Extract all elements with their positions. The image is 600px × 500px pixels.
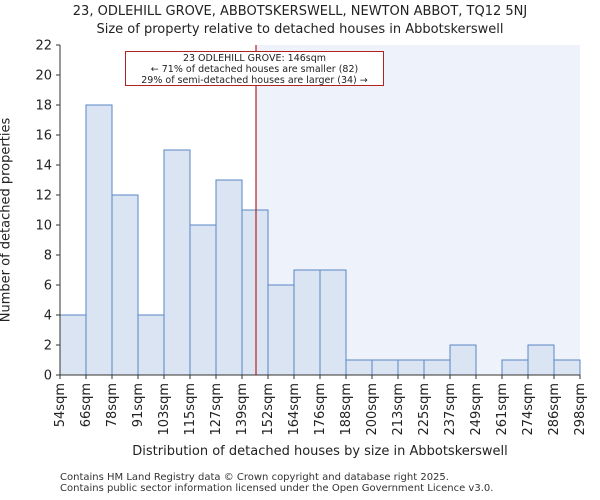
bar (137, 314, 165, 376)
x-tick-label: 298sqm (573, 383, 588, 436)
y-axis-label: Number of detached properties (0, 117, 14, 323)
y-tick-label: 12 (35, 189, 52, 204)
x-tick-label: 249sqm (469, 383, 484, 436)
x-tick-label: 164sqm (287, 383, 302, 436)
bar (423, 359, 451, 376)
y-tick-label: 18 (35, 99, 52, 114)
x-tick-label: 78sqm (105, 383, 120, 427)
y-tick-label: 16 (35, 129, 52, 144)
chart-title: 23, ODLEHILL GROVE, ABBOTSKERSWELL, NEWT… (72, 4, 528, 19)
y-tick-label: 6 (44, 279, 52, 294)
y-tick-label: 22 (35, 39, 52, 54)
x-tick-label: 225sqm (417, 383, 432, 436)
x-tick-label: 115sqm (183, 383, 198, 436)
bar (293, 269, 321, 376)
bar (85, 104, 113, 376)
bar (241, 209, 269, 376)
bar (111, 194, 139, 376)
x-tick-label: 127sqm (209, 383, 224, 436)
bar (267, 284, 295, 376)
x-axis-label: Distribution of detached houses by size … (132, 444, 508, 459)
axes: 0 2 4 6 8 10 12 14 16 18 20 22 54sqm 66sqm 78sqm 91sqm 1… (35, 39, 588, 436)
x-tick-label: 54sqm (53, 383, 68, 427)
x-tick-label: 176sqm (313, 383, 328, 436)
x-tick-label: 152sqm (261, 383, 276, 436)
bars (59, 104, 581, 376)
x-tick-label: 200sqm (365, 383, 380, 436)
bar (527, 344, 555, 376)
x-tick-label: 213sqm (391, 383, 406, 436)
bar (501, 359, 529, 376)
y-tick-label: 4 (44, 309, 52, 324)
y-tick-label: 10 (35, 219, 52, 234)
x-tick-label: 66sqm (79, 383, 94, 427)
bar (449, 344, 477, 376)
annotation-box: 23 ODLEHILL GROVE: 146sqm ← 71% of detac… (125, 51, 384, 86)
x-tick-label: 188sqm (339, 383, 354, 436)
footer-line-2: Contains public sector information licen… (60, 483, 494, 494)
x-tick-label: 91sqm (131, 383, 146, 427)
bar (189, 224, 217, 376)
x-tick-label: 237sqm (443, 383, 458, 436)
bar (397, 359, 425, 376)
bar (319, 269, 347, 376)
y-tick-label: 14 (35, 159, 52, 174)
footer-line-1: Contains HM Land Registry data © Crown c… (60, 472, 449, 483)
bar (345, 359, 373, 376)
bar (371, 359, 399, 376)
x-tick-label: 103sqm (157, 383, 172, 436)
chart-subtitle: Size of property relative to detached ho… (96, 22, 504, 37)
bar (163, 149, 191, 376)
bar (59, 314, 87, 376)
annotation-line-1: 23 ODLEHILL GROVE: 146sqm (182, 53, 327, 64)
x-tick-label: 274sqm (521, 383, 536, 436)
bar (215, 179, 243, 376)
bar (553, 359, 581, 376)
y-tick-label: 0 (44, 369, 52, 384)
y-tick-label: 8 (44, 249, 52, 264)
x-tick-label: 286sqm (547, 383, 562, 436)
annotation-line-3: 29% of semi-detached houses are larger (… (141, 75, 368, 86)
x-tick-label: 261sqm (495, 383, 510, 436)
y-tick-label: 2 (44, 339, 52, 354)
x-tick-label: 139sqm (235, 383, 250, 436)
annotation-line-2: ← 71% of detached houses are smaller (82… (150, 64, 359, 75)
y-tick-label: 20 (35, 69, 52, 84)
